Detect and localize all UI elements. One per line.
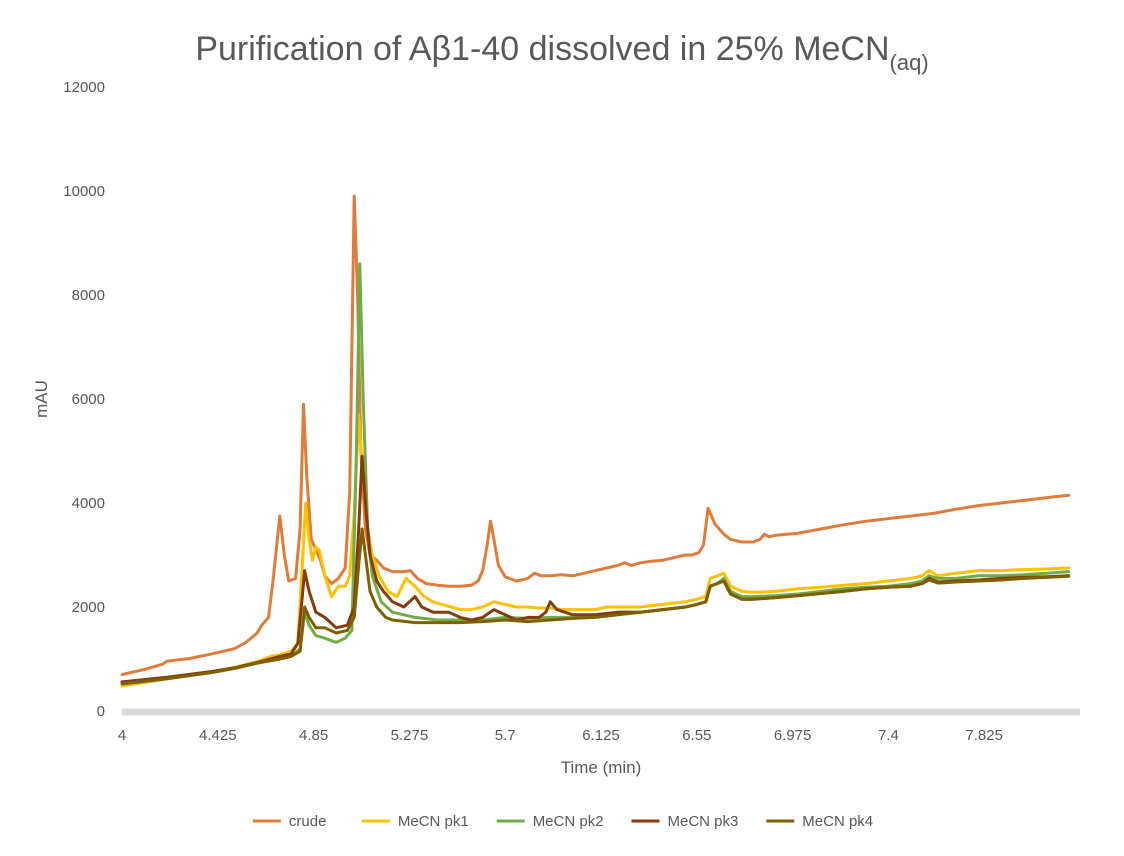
series-layer [120, 194, 1071, 688]
x-tick-label: 4.85 [299, 727, 328, 744]
y-axis-title: mAU [32, 380, 51, 418]
x-tick-label: 5.7 [495, 727, 516, 744]
legend-label: MeCN pk2 [533, 813, 604, 830]
legend-label: MeCN pk1 [398, 813, 469, 830]
chart-title-subscript: (aq) [890, 50, 929, 75]
legend-item-mecn-pk1: MeCN pk1 [361, 813, 469, 830]
y-tick-label: 2000 [72, 599, 105, 616]
x-tick-label: 6.55 [682, 727, 711, 744]
legend: crude MeCN pk1 MeCN pk2 MeCN pk3 MeCN pk4 [252, 813, 873, 830]
x-tick-label: 4 [118, 727, 126, 744]
legend-item-mecn-pk3: MeCN pk3 [631, 813, 739, 830]
series-line-crude [120, 194, 1071, 677]
legend-label: crude [289, 813, 327, 830]
series-line-mecn-pk1 [120, 413, 1071, 688]
x-tick-label: 7.825 [965, 727, 1003, 744]
y-tick-label: 12000 [63, 79, 105, 96]
legend-item-crude: crude [252, 813, 327, 830]
x-axis-title: Time (min) [561, 758, 642, 777]
x-tick-label: 6.125 [582, 727, 620, 744]
y-tick-label: 0 [97, 703, 105, 720]
legend-item-mecn-pk4: MeCN pk4 [766, 813, 873, 830]
series-line-mecn-pk3 [120, 454, 1071, 684]
series-line-mecn-pk2 [120, 262, 1071, 685]
x-axis-tick-labels: 4 4.425 4.85 5.275 5.7 6.125 6.55 6.975 7.4 7.825 [118, 727, 1003, 744]
x-tick-label: 5.275 [391, 727, 429, 744]
legend-label: MeCN pk3 [668, 813, 739, 830]
series-line-mecn-pk4 [120, 527, 1071, 686]
y-axis-tick-labels: 0 2000 4000 6000 8000 10000 12000 [63, 79, 105, 720]
chart-title: Purification of Aβ1-40 dissolved in 25% … [195, 30, 928, 75]
legend-label: MeCN pk4 [802, 813, 873, 830]
y-tick-label: 4000 [72, 495, 105, 512]
y-tick-label: 10000 [63, 183, 105, 200]
chart-title-main: Purification of Aβ1-40 dissolved in 25% … [195, 30, 889, 68]
x-tick-label: 4.425 [199, 727, 237, 744]
x-tick-label: 6.975 [774, 727, 812, 744]
legend-item-mecn-pk2: MeCN pk2 [496, 813, 604, 830]
y-tick-label: 8000 [72, 287, 105, 304]
y-tick-label: 6000 [72, 391, 105, 408]
x-tick-label: 7.4 [878, 727, 899, 744]
